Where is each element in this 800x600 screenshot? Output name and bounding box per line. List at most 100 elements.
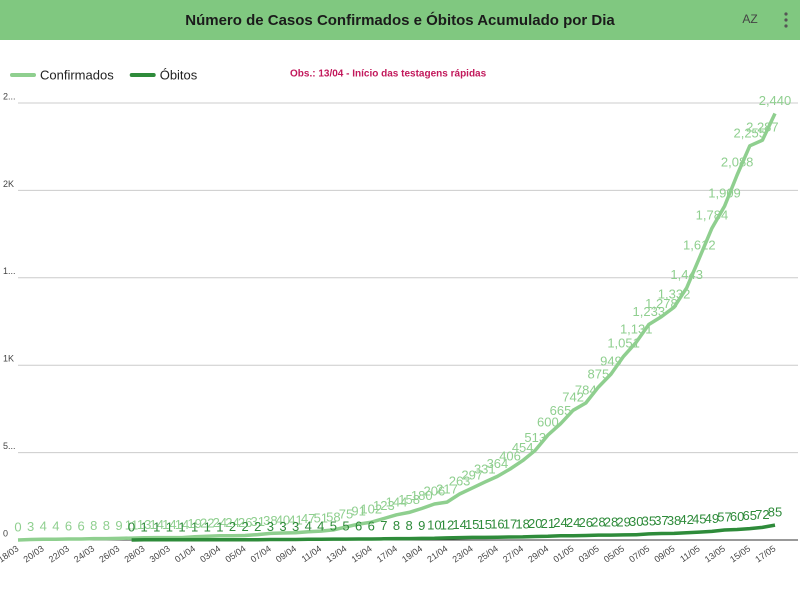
- data-label: 8: [103, 518, 110, 533]
- data-label: 0: [128, 519, 135, 534]
- data-label: 1,612: [683, 238, 716, 253]
- data-label: 11: [125, 518, 139, 533]
- data-label: 15: [465, 517, 479, 532]
- data-label: 24: [225, 515, 239, 530]
- data-label: 58: [326, 509, 340, 524]
- y-tick-label: 0: [3, 528, 8, 538]
- data-label: 4: [52, 519, 59, 534]
- data-label: 206: [423, 483, 445, 498]
- data-label: 3: [279, 519, 286, 534]
- x-tick-label: 13/05: [703, 543, 727, 564]
- data-label: 364: [487, 456, 509, 471]
- data-label: 600: [537, 415, 559, 430]
- data-label: 28: [591, 515, 605, 530]
- y-tick-label: 1...: [3, 266, 16, 276]
- data-label: 4: [305, 519, 312, 534]
- data-label: 75: [339, 506, 353, 521]
- data-label: 9: [115, 518, 122, 533]
- data-label: 263: [449, 473, 471, 488]
- data-label: 665: [550, 403, 572, 418]
- x-tick-label: 29/04: [526, 543, 550, 564]
- x-tick-label: 18/03: [0, 543, 21, 564]
- data-label: 26: [238, 515, 252, 530]
- data-label: 1: [191, 519, 198, 534]
- x-tick-label: 07/04: [249, 543, 273, 564]
- x-tick-label: 21/04: [425, 543, 449, 564]
- data-label: 454: [512, 440, 534, 455]
- x-tick-label: 23/04: [451, 543, 475, 564]
- data-label: 158: [398, 492, 420, 507]
- annotation: Obs.: 13/04 - Início das testagens rápid…: [290, 69, 487, 80]
- data-label: 1,131: [620, 322, 653, 337]
- data-label: 12: [440, 517, 454, 532]
- data-label: 180: [411, 488, 433, 503]
- data-label: 6: [355, 518, 362, 533]
- data-label: 6: [77, 518, 84, 533]
- x-tick-label: 11/05: [678, 543, 702, 564]
- data-label: 42: [679, 512, 693, 527]
- data-label: 16: [490, 517, 504, 532]
- data-label: 14: [452, 517, 466, 532]
- menu-button[interactable]: [784, 12, 788, 28]
- data-label: 60: [730, 509, 744, 524]
- data-label: 51: [314, 511, 328, 526]
- data-label: 1: [166, 519, 173, 534]
- data-label: 331: [474, 462, 496, 477]
- data-label: 1: [216, 519, 223, 534]
- chart-title: Número de Casos Confirmados e Óbitos Acu…: [185, 11, 615, 29]
- data-label: 29: [616, 514, 630, 529]
- data-label: 3: [267, 519, 274, 534]
- data-label: 4: [40, 519, 47, 534]
- data-label: 5: [342, 519, 349, 534]
- data-label: 1: [141, 519, 148, 534]
- data-label: 297: [461, 468, 483, 483]
- sort-button[interactable]: AZ: [742, 12, 757, 26]
- data-label: 2: [229, 519, 236, 534]
- data-label: 38: [667, 513, 681, 528]
- data-label: 8: [393, 518, 400, 533]
- data-label: 9: [418, 518, 425, 533]
- x-tick-label: 09/04: [274, 543, 298, 564]
- data-label: 0: [14, 519, 21, 534]
- data-label: 14: [150, 517, 164, 532]
- menu-dot: [784, 24, 788, 28]
- x-tick-label: 17/04: [375, 543, 399, 564]
- legend-item: Óbitos: [129, 67, 198, 82]
- data-label: 14: [162, 517, 176, 532]
- data-label: 406: [499, 448, 521, 463]
- x-tick-label: 19/04: [400, 543, 424, 564]
- data-label: 217: [436, 482, 458, 497]
- data-label: 1,233: [633, 304, 666, 319]
- data-label: 91: [351, 504, 365, 519]
- data-label: 57: [717, 509, 731, 524]
- x-tick-label: 20/03: [22, 543, 46, 564]
- data-label: 24: [553, 515, 567, 530]
- data-label: 1,909: [708, 186, 741, 201]
- menu-dot: [784, 18, 788, 22]
- data-label: 2,088: [721, 154, 754, 169]
- data-label: 1,443: [670, 267, 703, 282]
- data-label: 2: [254, 519, 261, 534]
- data-label: 28: [604, 515, 618, 530]
- data-label: 24: [213, 515, 227, 530]
- data-label: 10: [427, 518, 441, 533]
- data-label: 123: [373, 498, 395, 513]
- data-label: 742: [562, 390, 584, 405]
- legend-item: Confirmados: [10, 67, 114, 82]
- data-label: 37: [654, 513, 668, 528]
- data-label: 13: [137, 517, 151, 532]
- series-line: [17, 112, 777, 542]
- x-tick-label: 28/03: [122, 543, 146, 564]
- x-tick-label: 15/04: [350, 543, 374, 564]
- x-tick-label: 03/05: [577, 543, 601, 564]
- x-tick-label: 07/05: [627, 543, 651, 564]
- data-label: 6: [368, 518, 375, 533]
- data-label: 85: [768, 505, 782, 520]
- data-label: 1,051: [607, 336, 640, 351]
- x-tick-label: 15/05: [728, 543, 752, 564]
- data-label: 72: [755, 507, 769, 522]
- data-label: 8: [405, 518, 412, 533]
- data-label: 2,287: [746, 120, 779, 135]
- x-tick-label: 27/04: [501, 543, 525, 564]
